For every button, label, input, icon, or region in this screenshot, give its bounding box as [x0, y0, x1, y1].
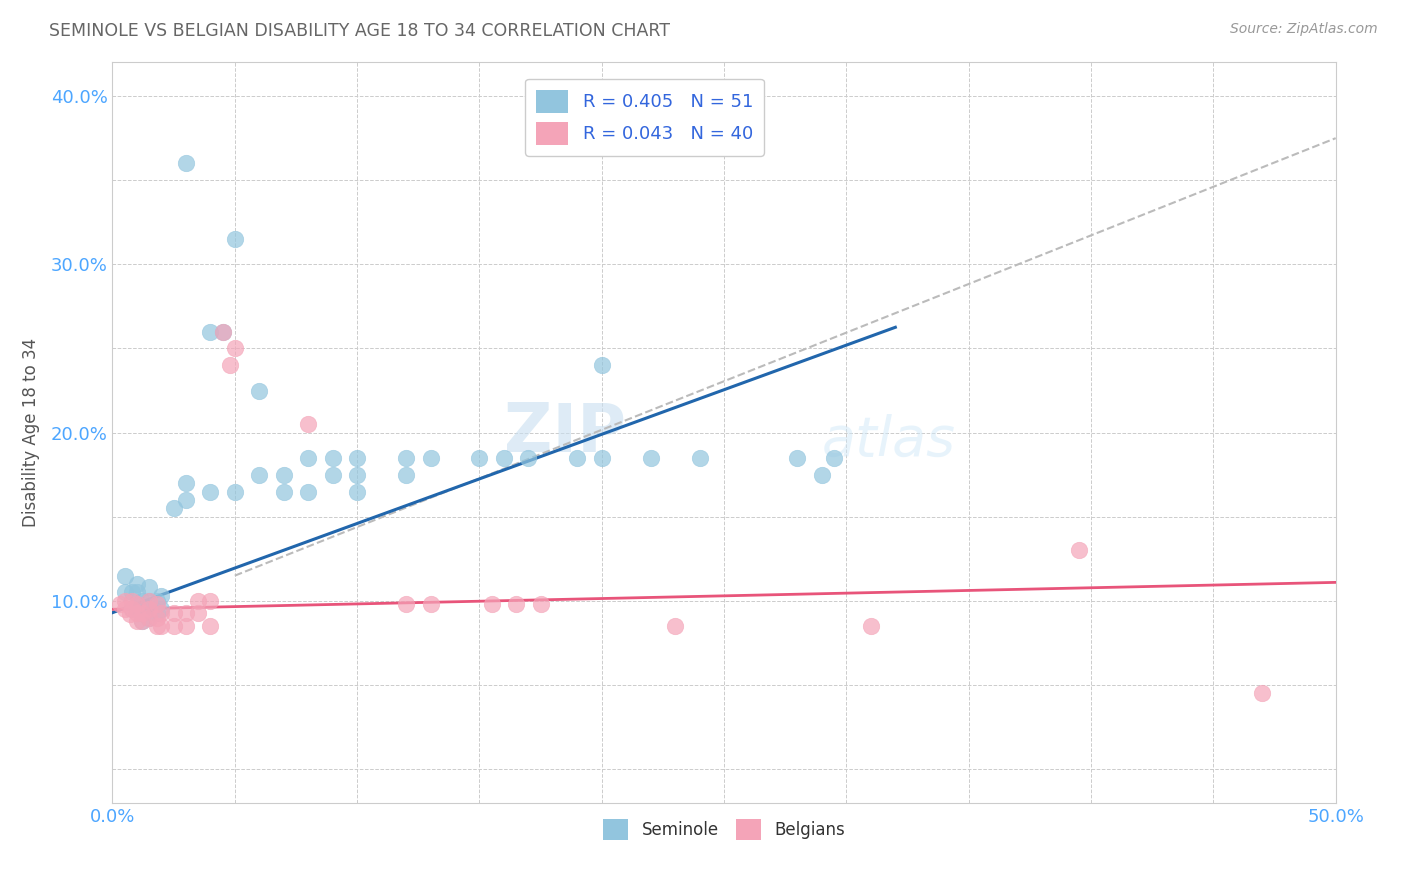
Point [200, 325, 222, 339]
Point [200, 594, 222, 608]
Point [529, 597, 551, 611]
Point [138, 594, 160, 608]
Point [664, 619, 686, 633]
Point [145, 597, 167, 611]
Point [273, 467, 295, 482]
Point [247, 384, 270, 398]
Point [118, 607, 141, 622]
Point [346, 450, 368, 465]
Point [114, 602, 136, 616]
Point [174, 476, 197, 491]
Point [131, 614, 153, 628]
Text: Source: ZipAtlas.com: Source: ZipAtlas.com [1230, 22, 1378, 37]
Point [138, 602, 160, 616]
Point [224, 484, 246, 499]
Point [145, 610, 167, 624]
Point [346, 467, 368, 482]
Point [567, 450, 589, 465]
Text: SEMINOLE VS BELGIAN DISABILITY AGE 18 TO 34 CORRELATION CHART: SEMINOLE VS BELGIAN DISABILITY AGE 18 TO… [49, 22, 671, 40]
Point [125, 585, 148, 599]
Point [187, 594, 209, 608]
Point [174, 619, 197, 633]
Point [174, 156, 197, 170]
Point [125, 597, 148, 611]
Point [138, 610, 160, 624]
Point [150, 619, 173, 633]
Point [224, 342, 246, 356]
Point [247, 467, 270, 482]
Text: atlas: atlas [823, 414, 956, 467]
Point [125, 577, 148, 591]
Point [114, 585, 136, 599]
Point [468, 450, 491, 465]
Point [395, 597, 418, 611]
Point [108, 597, 131, 611]
Point [121, 585, 143, 599]
Point [517, 450, 540, 465]
Point [492, 450, 515, 465]
Point [131, 606, 153, 620]
Legend: Seminole, Belgians: Seminole, Belgians [596, 813, 852, 847]
Point [823, 450, 845, 465]
Point [125, 606, 148, 620]
Point [125, 602, 148, 616]
Point [114, 568, 136, 582]
Point [297, 484, 319, 499]
Point [219, 359, 242, 373]
Point [689, 450, 711, 465]
Point [273, 484, 295, 499]
Point [322, 467, 344, 482]
Point [121, 594, 143, 608]
Point [114, 594, 136, 608]
Point [211, 325, 233, 339]
Point [131, 606, 153, 620]
Y-axis label: Disability Age 18 to 34: Disability Age 18 to 34 [21, 338, 39, 527]
Point [1067, 543, 1090, 558]
Point [591, 450, 613, 465]
Point [640, 450, 662, 465]
Point [125, 614, 148, 628]
Point [138, 581, 160, 595]
Point [786, 450, 808, 465]
Point [859, 619, 882, 633]
Point [145, 606, 167, 620]
Point [138, 594, 160, 608]
Point [121, 602, 143, 616]
Point [1251, 686, 1274, 700]
Point [145, 619, 167, 633]
Point [505, 597, 527, 611]
Point [131, 594, 153, 608]
Point [163, 501, 186, 516]
Point [297, 417, 319, 432]
Point [297, 450, 319, 465]
Point [131, 614, 153, 628]
Point [145, 594, 167, 608]
Point [811, 467, 834, 482]
Point [395, 450, 418, 465]
Point [481, 597, 503, 611]
Point [211, 325, 233, 339]
Point [322, 450, 344, 465]
Point [224, 232, 246, 246]
Point [163, 619, 186, 633]
Point [419, 450, 441, 465]
Point [174, 606, 197, 620]
Point [591, 359, 613, 373]
Point [174, 492, 197, 507]
Point [150, 589, 173, 603]
Point [395, 467, 418, 482]
Point [138, 610, 160, 624]
Point [121, 602, 143, 616]
Point [346, 484, 368, 499]
Point [187, 606, 209, 620]
Point [419, 597, 441, 611]
Point [150, 606, 173, 620]
Point [200, 484, 222, 499]
Text: ZIP: ZIP [505, 400, 626, 466]
Point [200, 619, 222, 633]
Point [163, 606, 186, 620]
Point [150, 602, 173, 616]
